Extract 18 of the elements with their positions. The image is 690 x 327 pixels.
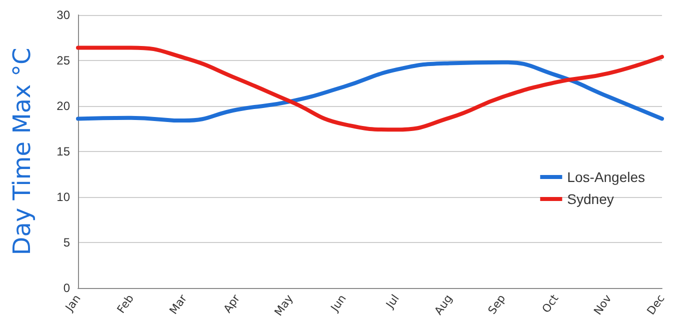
- x-tick-label: Jan: [62, 292, 84, 314]
- x-tick-label: Feb: [114, 292, 136, 316]
- y-tick-label: 5: [63, 236, 70, 250]
- line-series: [76, 46, 664, 132]
- y-tick-label: 15: [56, 144, 70, 158]
- x-tick-label: Sep: [486, 292, 508, 317]
- y-axis-title: Day Time Max °C: [8, 48, 36, 256]
- y-tick-label: 20: [56, 99, 70, 113]
- y-tick-label: 25: [56, 54, 70, 68]
- line-series: [76, 60, 664, 123]
- legend-label: Los-Angeles: [567, 169, 645, 185]
- y-tick-label: 30: [56, 8, 70, 22]
- legend-label: Sydney: [567, 191, 614, 207]
- y-tick-label: 10: [56, 190, 70, 204]
- x-tick-label: Oct: [540, 292, 562, 316]
- x-tick-label: Jun: [328, 292, 349, 315]
- x-tick-label: Jul: [383, 292, 402, 312]
- y-tick-label: 0: [63, 281, 70, 295]
